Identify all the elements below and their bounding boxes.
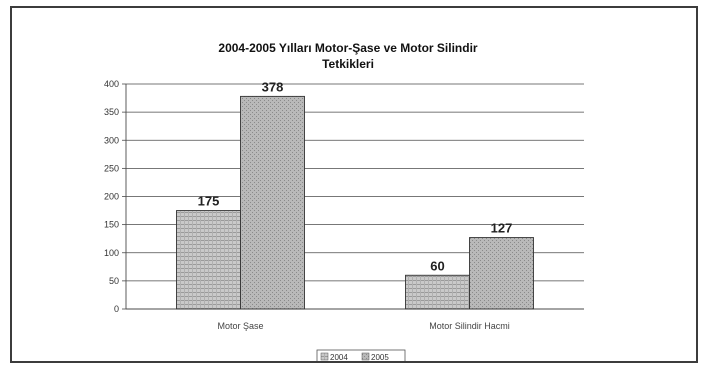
- y-tick-label-0: 0: [114, 304, 119, 314]
- bar-2005-0: [240, 95, 305, 310]
- chart-title-line-1: 2004-2005 Yılları Motor-Şase ve Motor Si…: [218, 41, 478, 55]
- legend-label-2004: 2004: [330, 353, 348, 361]
- data-label-2005-1: 127: [491, 221, 513, 236]
- y-tick-label-300: 300: [104, 135, 119, 145]
- data-label-2004-0: 175: [198, 194, 220, 209]
- bar-2004-0: [176, 210, 241, 310]
- legend: 2004 2005: [316, 349, 406, 361]
- y-tick-label-100: 100: [104, 248, 119, 258]
- bars: [176, 95, 534, 310]
- y-tick-label-150: 150: [104, 220, 119, 230]
- data-labels: 175 378 60 127: [198, 79, 513, 273]
- y-tick-label-50: 50: [109, 276, 119, 286]
- bar-2004-1: [405, 274, 470, 310]
- x-category-label-1: Motor Silindir Hacmi: [429, 321, 510, 331]
- chart-svg: 2004-2005 Yılları Motor-Şase ve Motor Si…: [104, 41, 584, 361]
- data-label-2004-1: 60: [430, 258, 444, 273]
- x-category-label-0: Motor Şase: [217, 321, 263, 331]
- chart-frame: 2004-2005 Yılları Motor-Şase ve Motor Si…: [10, 6, 698, 363]
- legend-box: [316, 349, 406, 361]
- chart-title-line-2: Tetkikleri: [322, 57, 374, 71]
- legend-swatch-2004: [320, 352, 329, 361]
- legend-swatch-2005: [361, 352, 370, 361]
- y-tick-label-200: 200: [104, 192, 119, 202]
- bar-2005-1: [469, 237, 534, 310]
- y-tick-label-350: 350: [104, 107, 119, 117]
- y-tick-label-250: 250: [104, 163, 119, 173]
- legend-label-2005: 2005: [371, 353, 389, 361]
- y-tick-label-400: 400: [104, 79, 119, 89]
- data-label-2005-0: 378: [262, 79, 284, 94]
